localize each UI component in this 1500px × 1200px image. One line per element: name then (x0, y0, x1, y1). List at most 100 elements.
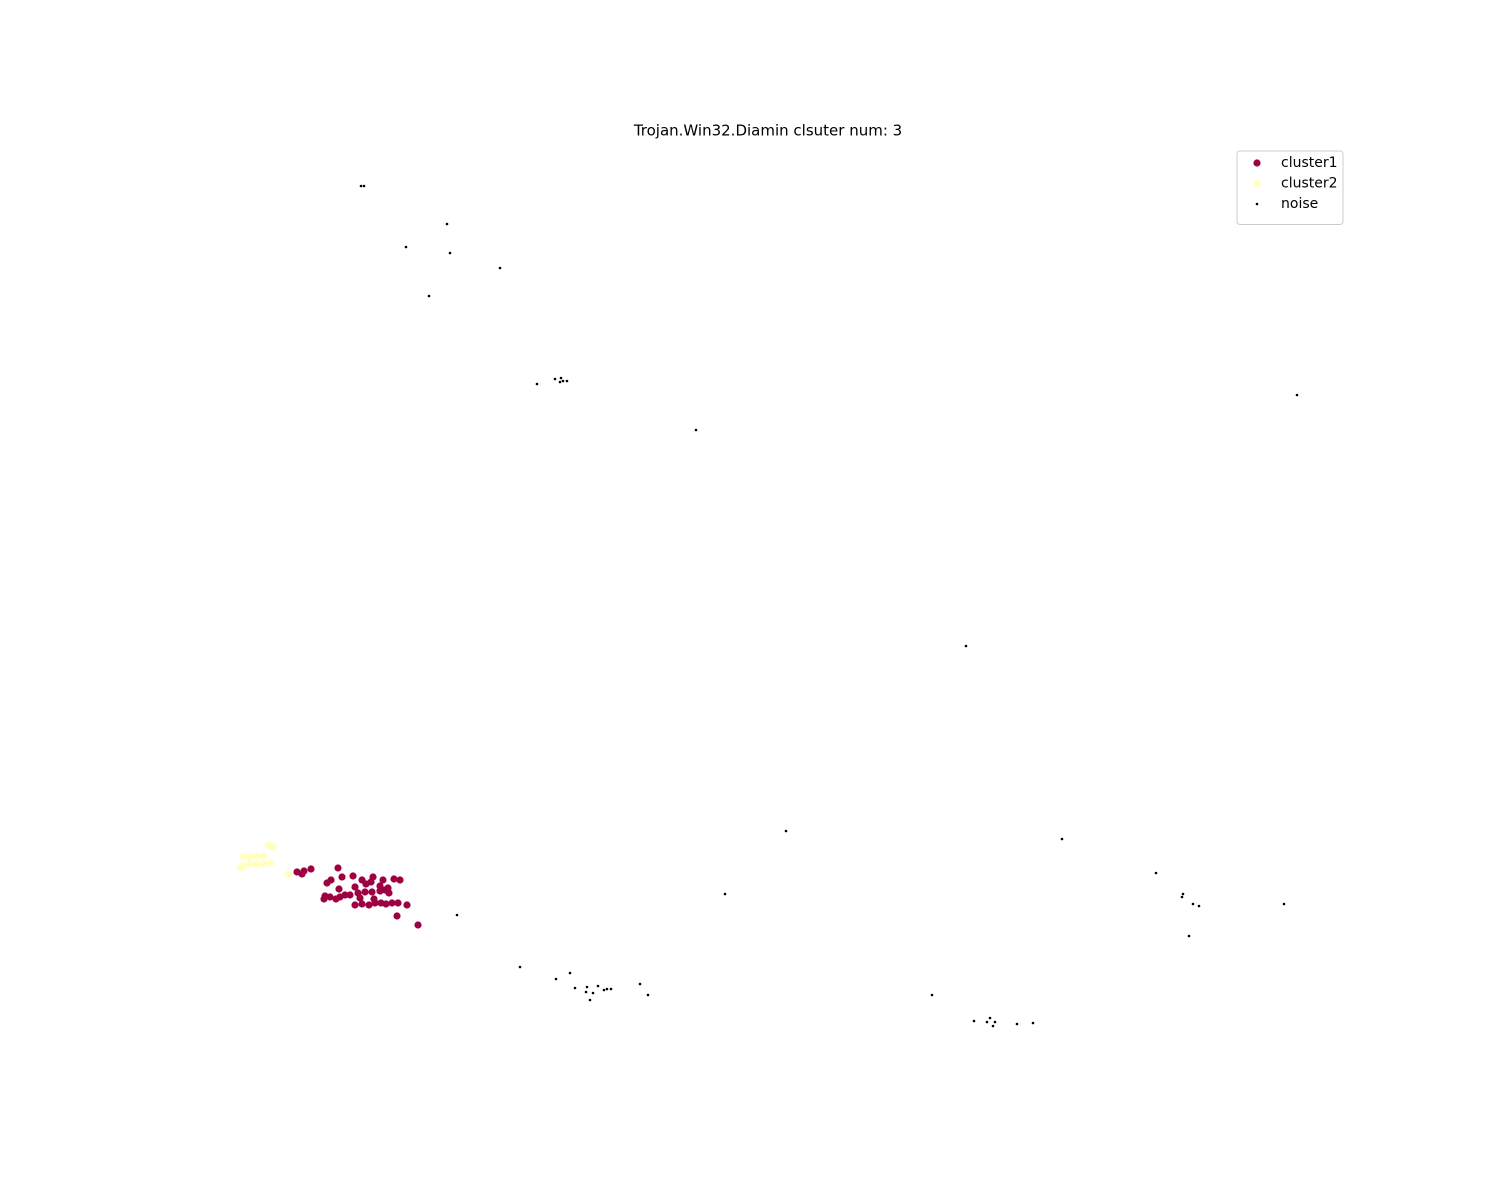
point (237, 864, 245, 872)
point (561, 379, 565, 383)
point (320, 895, 328, 903)
point (367, 878, 375, 886)
point (445, 222, 449, 226)
point (565, 379, 569, 383)
point (985, 1020, 989, 1024)
point (356, 894, 364, 902)
point (326, 893, 334, 901)
point (396, 876, 404, 884)
point (323, 879, 331, 887)
point (284, 870, 292, 878)
point (605, 987, 609, 991)
point (1031, 1021, 1035, 1025)
point (349, 872, 357, 880)
point (930, 993, 934, 997)
point (1154, 871, 1158, 875)
point (568, 971, 572, 975)
point (694, 428, 698, 432)
point (368, 888, 376, 896)
point (307, 865, 315, 873)
legend-label: cluster2 (1281, 176, 1338, 192)
point (535, 382, 539, 386)
point (365, 901, 373, 909)
point (239, 853, 247, 861)
point (359, 184, 363, 188)
point (554, 977, 558, 981)
point (252, 860, 260, 868)
point (351, 883, 359, 891)
point (266, 859, 274, 867)
point (341, 891, 349, 899)
point (1295, 393, 1299, 397)
point (609, 987, 613, 991)
point (338, 873, 346, 881)
point (390, 875, 398, 883)
legend-marker (1253, 179, 1261, 188)
point (988, 1016, 992, 1020)
point (414, 921, 422, 929)
point (362, 184, 366, 188)
point (1180, 895, 1184, 899)
point (385, 889, 393, 897)
point (245, 860, 253, 868)
point (588, 998, 592, 1002)
point (591, 991, 595, 995)
point (573, 986, 577, 990)
point (370, 895, 378, 903)
point (559, 376, 563, 380)
point (376, 882, 384, 890)
legend-label: noise (1281, 196, 1318, 212)
point (253, 852, 261, 860)
point (393, 912, 401, 920)
point (972, 1019, 976, 1023)
point (346, 891, 354, 899)
point (259, 860, 267, 868)
point (427, 294, 431, 298)
point (358, 900, 366, 908)
point (1187, 934, 1191, 938)
point (1181, 892, 1185, 896)
point (382, 900, 390, 908)
point (991, 1024, 995, 1028)
legend-marker (1253, 159, 1261, 167)
legend-label: cluster1 (1281, 155, 1338, 171)
chart-title: Trojan.Win32.Diamin clsuter num: 3 (633, 122, 902, 140)
point (334, 864, 342, 872)
point (723, 892, 727, 896)
point (602, 988, 606, 992)
legend-box (1236, 150, 1344, 225)
point (558, 380, 562, 384)
point (361, 888, 369, 896)
point (332, 895, 340, 903)
point (246, 853, 254, 861)
point (335, 885, 343, 893)
point (404, 245, 408, 249)
point (1191, 902, 1195, 906)
point (1060, 837, 1064, 841)
point (403, 901, 411, 909)
point (584, 990, 588, 994)
point (585, 985, 589, 989)
point (553, 377, 557, 381)
point (518, 965, 522, 969)
legend-marker (1255, 202, 1259, 206)
point (260, 852, 268, 860)
point (498, 266, 502, 270)
point (993, 1020, 997, 1024)
point (455, 913, 459, 917)
point (448, 251, 452, 255)
point (379, 876, 387, 884)
point (351, 901, 359, 909)
point (388, 899, 396, 907)
point (964, 644, 968, 648)
point (394, 899, 402, 907)
point (269, 843, 277, 851)
point (646, 993, 650, 997)
point (300, 867, 308, 875)
point (1197, 904, 1201, 908)
legend: cluster1 cluster2 noise (1236, 150, 1344, 225)
point (596, 984, 600, 988)
point (1282, 902, 1286, 906)
